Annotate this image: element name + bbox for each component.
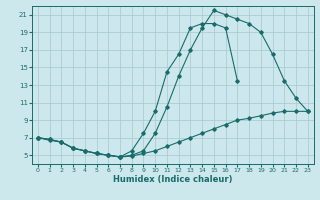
X-axis label: Humidex (Indice chaleur): Humidex (Indice chaleur) <box>113 175 233 184</box>
